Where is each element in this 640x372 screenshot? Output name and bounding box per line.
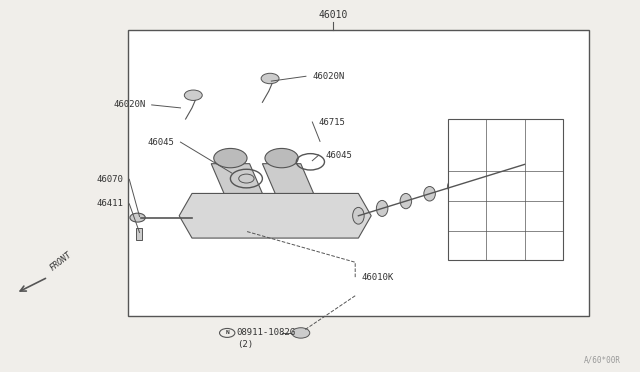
Ellipse shape (353, 208, 364, 224)
Text: 46020N: 46020N (114, 100, 146, 109)
Polygon shape (262, 164, 314, 193)
Circle shape (292, 328, 310, 338)
Text: 46010K: 46010K (362, 273, 394, 282)
Text: (2): (2) (237, 340, 253, 349)
Text: 46070: 46070 (96, 175, 123, 184)
Text: 08911-1082G: 08911-1082G (237, 328, 296, 337)
Text: N: N (225, 330, 229, 336)
Circle shape (239, 174, 254, 183)
Ellipse shape (495, 166, 507, 178)
Ellipse shape (519, 158, 531, 170)
Circle shape (261, 73, 279, 84)
Ellipse shape (424, 186, 435, 201)
Text: 46010: 46010 (318, 10, 348, 20)
Text: 46045: 46045 (325, 151, 352, 160)
Text: 46020N: 46020N (312, 72, 344, 81)
Text: 46411: 46411 (96, 199, 123, 208)
Polygon shape (179, 193, 371, 238)
Bar (136, 228, 142, 240)
Circle shape (214, 148, 247, 168)
Ellipse shape (447, 180, 459, 193)
Ellipse shape (471, 173, 483, 186)
Circle shape (184, 90, 202, 100)
Bar (128, 30, 589, 316)
Polygon shape (211, 164, 262, 193)
Circle shape (130, 213, 145, 222)
Ellipse shape (376, 201, 388, 217)
Text: 46045: 46045 (147, 138, 174, 147)
Bar (448, 119, 563, 260)
Text: A/60*00R: A/60*00R (584, 356, 621, 365)
Text: 46715: 46715 (319, 118, 346, 126)
Circle shape (265, 148, 298, 168)
Text: FRONT: FRONT (48, 250, 73, 272)
Ellipse shape (400, 193, 412, 209)
